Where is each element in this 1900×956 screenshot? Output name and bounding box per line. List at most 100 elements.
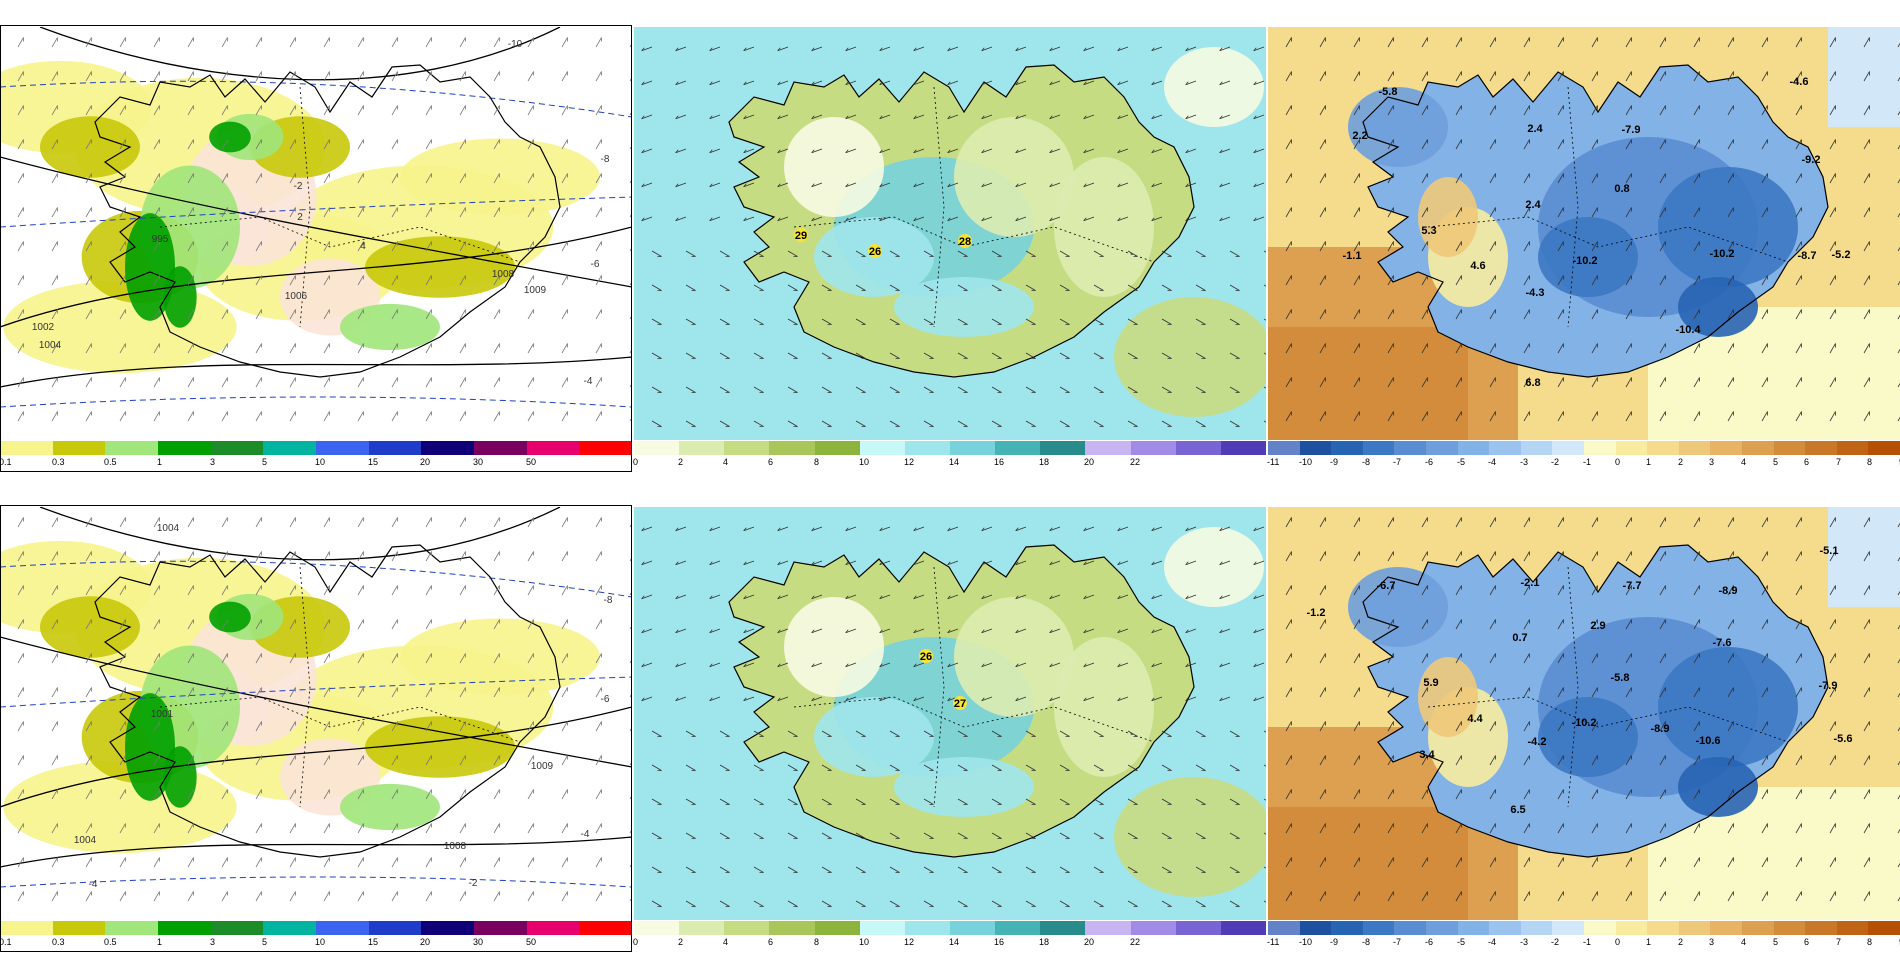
map-label: -5.1 [1820,545,1839,557]
scale-tick-label: 6 [768,936,773,948]
map-label: -9.2 [1802,154,1821,166]
map-label: 26 [920,651,932,663]
map-label: -1.2 [1307,607,1326,619]
color-swatch [724,921,769,935]
scale-tick-label: 8 [1867,936,1872,948]
color-swatch [1426,921,1458,935]
color-swatch [53,441,106,455]
color-swatch [1584,921,1616,935]
color-swatch [1647,921,1679,935]
panel-header [1268,8,1898,25]
color-swatch [1584,441,1616,455]
scale-tick-label: -9 [1330,456,1338,468]
map-label: -10.2 [1571,717,1596,729]
color-swatch [579,441,632,455]
scale-tick-label: -8 [1362,456,1370,468]
color-swatch [769,921,814,935]
scale-tick-label: 3 [1709,456,1714,468]
map-label: 1002 [32,322,55,333]
map-label: 1001 [151,709,174,720]
color-swatch [1458,441,1490,455]
map-label: 26 [869,246,881,258]
scale-tick-label: 0.1 [0,936,12,948]
map-label: -8.7 [1798,250,1817,262]
scale-tick-label: -11 [1267,456,1279,468]
color-swatch [1710,921,1742,935]
color-swatch [950,441,995,455]
scale-tick-label: 2 [678,936,683,948]
color-swatch [724,441,769,455]
scale-tick-label: 7 [1836,936,1841,948]
panel-header [0,488,630,505]
scale-tick-label: 10 [315,936,325,948]
scale-tick-label: -5 [1457,936,1465,948]
map-label: 1009 [524,285,547,296]
color-swatch [369,921,422,935]
scale-tick-label: 6 [1804,936,1809,948]
color-swatch [1363,921,1395,935]
scale-tick-label: -6 [1425,456,1433,468]
color-swatch [1300,441,1332,455]
scale-tick-label: 10 [859,456,869,468]
scale-ticks: -11-10-9-8-7-6-5-4-3-2-10123456789 [1268,936,1900,948]
panel-header [634,8,1264,25]
color-swatch [1221,441,1266,455]
color-swatch [634,921,679,935]
map-label: -4.3 [1526,287,1545,299]
scale-tick-label: 0.5 [104,456,117,468]
map-label: 3.4 [1419,749,1435,761]
color-swatch [1742,921,1774,935]
map-label: 2.4 [1527,123,1543,135]
color-scale [1268,921,1900,935]
color-swatch [815,921,860,935]
color-swatch [1774,441,1806,455]
color-swatch [1221,921,1266,935]
color-swatch [369,441,422,455]
map-label: -10.2 [1572,255,1597,267]
color-swatch [1679,441,1711,455]
scale-tick-label: -1 [1583,456,1591,468]
color-swatch [1176,441,1221,455]
map-label: -5.2 [1832,249,1851,261]
color-swatch [1710,441,1742,455]
map-label: -4.2 [1528,736,1547,748]
scale-tick-label: 8 [814,456,819,468]
color-swatch [995,921,1040,935]
scale-tick-label: -6 [1425,936,1433,948]
map-label: -10.6 [1695,735,1720,747]
scale-tick-label: 50 [526,456,536,468]
color-swatch [1131,921,1176,935]
color-swatch [1679,921,1711,935]
scale-tick-label: 2 [1678,936,1683,948]
scale-tick-label: -4 [1488,456,1496,468]
panel-header [1268,488,1898,505]
scale-tick-label: 6 [1804,456,1809,468]
scale-tick-label: 2 [1678,456,1683,468]
scale-tick-label: 18 [1039,936,1049,948]
scale-tick-label: 14 [949,456,959,468]
scale-tick-label: 2 [678,456,683,468]
map-label: 1004 [39,340,62,351]
scale-tick-label: 12 [904,456,914,468]
color-swatch [1742,441,1774,455]
color-swatch [1868,921,1900,935]
map-label: 6.8 [1525,377,1540,389]
map-label: -2 [294,181,303,192]
color-swatch [1458,921,1490,935]
map-label: -10.2 [1709,248,1734,260]
map-label: -10.4 [1675,324,1701,336]
color-swatch [1616,921,1648,935]
map-label: -5.8 [1611,672,1630,684]
color-scale [0,921,632,935]
